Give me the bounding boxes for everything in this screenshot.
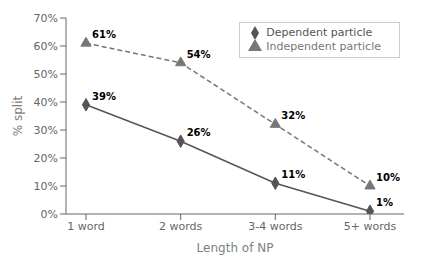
html-text:Dependent particle: Dependent particle [266,26,373,39]
svg-text:1 word: 1 word [67,220,105,233]
svg-text:54%: 54% [187,49,211,60]
svg-text:0%: 0% [41,208,58,221]
svg-text:32%: 32% [281,110,305,121]
svg-text:% split: % split [11,95,25,136]
svg-text:5+ words: 5+ words [344,220,397,233]
svg-text:30%: 30% [34,124,58,137]
svg-text:10%: 10% [34,180,58,193]
svg-text:60%: 60% [34,40,58,53]
svg-text:11%: 11% [281,169,305,180]
svg-text:39%: 39% [92,91,116,102]
svg-text:26%: 26% [187,127,211,138]
svg-text:40%: 40% [34,96,58,109]
html-text:Independent particle: Independent particle [266,40,381,53]
svg-text:20%: 20% [34,152,58,165]
svg-text:61%: 61% [92,29,116,40]
svg-text:50%: 50% [34,68,58,81]
svg-text:2 words: 2 words [159,220,203,233]
svg-text:1%: 1% [376,197,393,208]
svg-text:3-4 words: 3-4 words [248,220,303,233]
svg-text:10%: 10% [376,172,400,183]
svg-text:70%: 70% [34,12,58,25]
svg-text:Length of NP: Length of NP [197,241,274,255]
